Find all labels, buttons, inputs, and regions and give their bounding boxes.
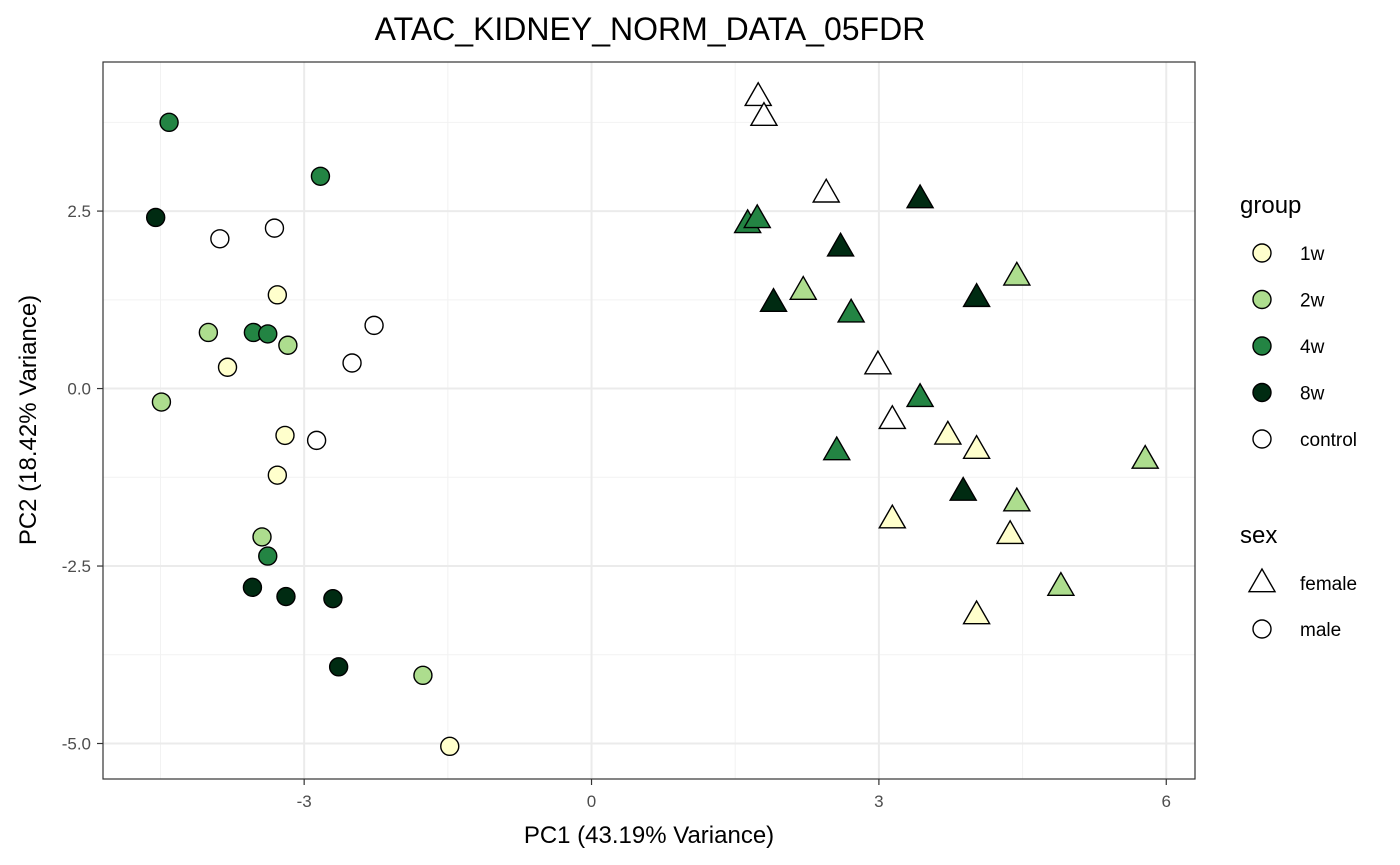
data-point — [145, 207, 166, 228]
legend-key-male — [1252, 619, 1272, 639]
data-point — [948, 476, 978, 501]
x-tick-label: 3 — [874, 792, 883, 811]
legend-key-8w — [1252, 382, 1272, 403]
data-point — [278, 335, 298, 355]
data-point — [252, 527, 272, 547]
data-point — [217, 357, 238, 377]
data-point — [258, 324, 278, 344]
data-points — [145, 81, 1160, 757]
legend-group: group 1w 2w 4w 8w control — [1240, 192, 1357, 451]
legend-key-female — [1247, 567, 1277, 593]
data-point — [1002, 486, 1032, 512]
legend-key-1w — [1252, 243, 1272, 263]
plot-panel-border — [102, 61, 1196, 780]
legend-label-female: female — [1300, 574, 1357, 595]
data-point — [759, 287, 788, 313]
data-point — [863, 349, 893, 375]
legend-label-1w: 1w — [1300, 244, 1325, 265]
data-point — [242, 577, 263, 598]
data-point — [878, 404, 907, 430]
data-point — [306, 430, 327, 451]
chart-title: ATAC_KIDNEY_NORM_DATA_05FDR — [375, 11, 926, 47]
legend-key-control — [1252, 429, 1272, 449]
data-point — [826, 231, 855, 257]
data-point — [440, 736, 460, 757]
y-tick-label: 0.0 — [67, 380, 91, 399]
x-tick-label: 6 — [1162, 792, 1171, 811]
y-tick-label: -2.5 — [62, 557, 91, 576]
y-tick-label: 2.5 — [67, 202, 91, 221]
data-point — [198, 322, 219, 343]
data-point — [151, 392, 172, 412]
data-point — [267, 285, 288, 305]
data-point — [342, 353, 362, 373]
x-axis-ticks: -3 0 3 6 — [297, 779, 1171, 811]
data-point — [275, 425, 295, 446]
data-point — [1130, 444, 1160, 469]
data-point — [328, 657, 349, 677]
legend-sex-title: sex — [1240, 522, 1277, 549]
data-point — [743, 203, 772, 229]
data-point — [962, 434, 991, 459]
data-point — [364, 315, 384, 336]
legend-key-4w — [1252, 336, 1272, 356]
data-point — [1046, 571, 1076, 596]
data-point — [159, 112, 179, 133]
data-point — [905, 183, 935, 209]
x-tick-label: 0 — [587, 792, 596, 811]
legend-label-2w: 2w — [1300, 291, 1325, 312]
legend-label-8w: 8w — [1300, 384, 1325, 405]
data-point — [413, 665, 433, 686]
data-point — [267, 465, 288, 485]
legend-label-4w: 4w — [1300, 337, 1325, 358]
plot-panel — [103, 62, 1195, 779]
data-point — [276, 586, 296, 607]
data-point — [258, 546, 278, 566]
data-point — [323, 588, 343, 609]
data-point — [788, 275, 818, 300]
grid-lines — [103, 62, 1195, 779]
data-point — [962, 282, 991, 308]
y-axis-ticks: 2.5 0.0 -2.5 -5.0 — [62, 202, 103, 754]
data-point — [264, 218, 285, 238]
data-point — [836, 297, 866, 323]
x-axis-title: PC1 (43.19% Variance) — [524, 822, 774, 849]
data-point — [905, 382, 935, 408]
data-point — [310, 166, 331, 186]
data-point — [995, 519, 1025, 545]
data-point — [210, 229, 230, 249]
data-point — [822, 435, 851, 461]
data-point — [743, 81, 773, 107]
data-point — [1002, 260, 1032, 286]
legend-key-2w — [1252, 289, 1272, 310]
y-tick-label: -5.0 — [62, 735, 91, 754]
y-axis-title: PC2 (18.42% Variance) — [15, 295, 42, 545]
legend-group-title: group — [1240, 192, 1301, 219]
legend-label-male: male — [1300, 620, 1341, 641]
legend-sex: sex female male — [1240, 522, 1357, 641]
x-tick-label: -3 — [297, 792, 312, 811]
data-point — [878, 503, 907, 529]
data-point — [933, 420, 963, 445]
data-point — [811, 177, 841, 203]
data-point — [962, 599, 991, 625]
legend-label-control: control — [1300, 430, 1357, 451]
data-point — [749, 101, 779, 127]
